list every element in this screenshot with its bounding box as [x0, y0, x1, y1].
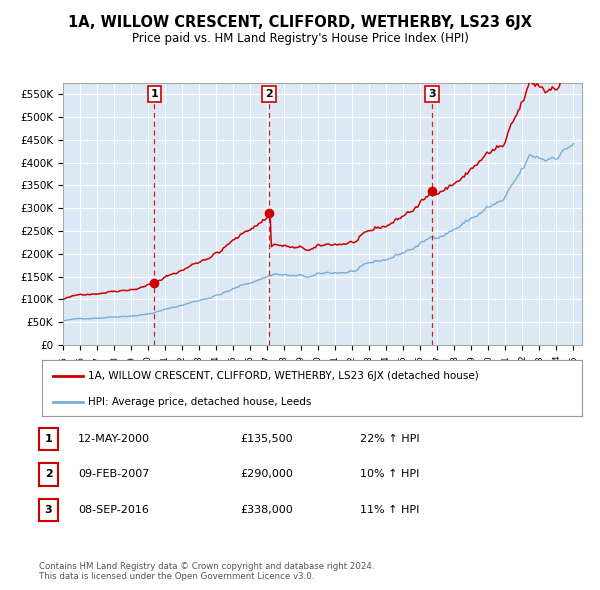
Text: 1: 1: [45, 434, 52, 444]
Text: 08-SEP-2016: 08-SEP-2016: [78, 505, 149, 514]
Text: HPI: Average price, detached house, Leeds: HPI: Average price, detached house, Leed…: [88, 397, 311, 407]
Text: £290,000: £290,000: [240, 470, 293, 479]
Text: 3: 3: [45, 505, 52, 514]
Text: 3: 3: [428, 89, 436, 99]
Text: Contains HM Land Registry data © Crown copyright and database right 2024.
This d: Contains HM Land Registry data © Crown c…: [39, 562, 374, 581]
Text: £338,000: £338,000: [240, 505, 293, 514]
Text: 11% ↑ HPI: 11% ↑ HPI: [360, 505, 419, 514]
Text: 1: 1: [151, 89, 158, 99]
Text: 10% ↑ HPI: 10% ↑ HPI: [360, 470, 419, 479]
Text: 12-MAY-2000: 12-MAY-2000: [78, 434, 150, 444]
Text: £135,500: £135,500: [240, 434, 293, 444]
Text: 22% ↑ HPI: 22% ↑ HPI: [360, 434, 419, 444]
Text: 2: 2: [45, 470, 52, 479]
Text: 09-FEB-2007: 09-FEB-2007: [78, 470, 149, 479]
Text: 1A, WILLOW CRESCENT, CLIFFORD, WETHERBY, LS23 6JX: 1A, WILLOW CRESCENT, CLIFFORD, WETHERBY,…: [68, 15, 532, 30]
Text: 1A, WILLOW CRESCENT, CLIFFORD, WETHERBY, LS23 6JX (detached house): 1A, WILLOW CRESCENT, CLIFFORD, WETHERBY,…: [88, 371, 479, 381]
Text: 2: 2: [265, 89, 273, 99]
Text: Price paid vs. HM Land Registry's House Price Index (HPI): Price paid vs. HM Land Registry's House …: [131, 32, 469, 45]
